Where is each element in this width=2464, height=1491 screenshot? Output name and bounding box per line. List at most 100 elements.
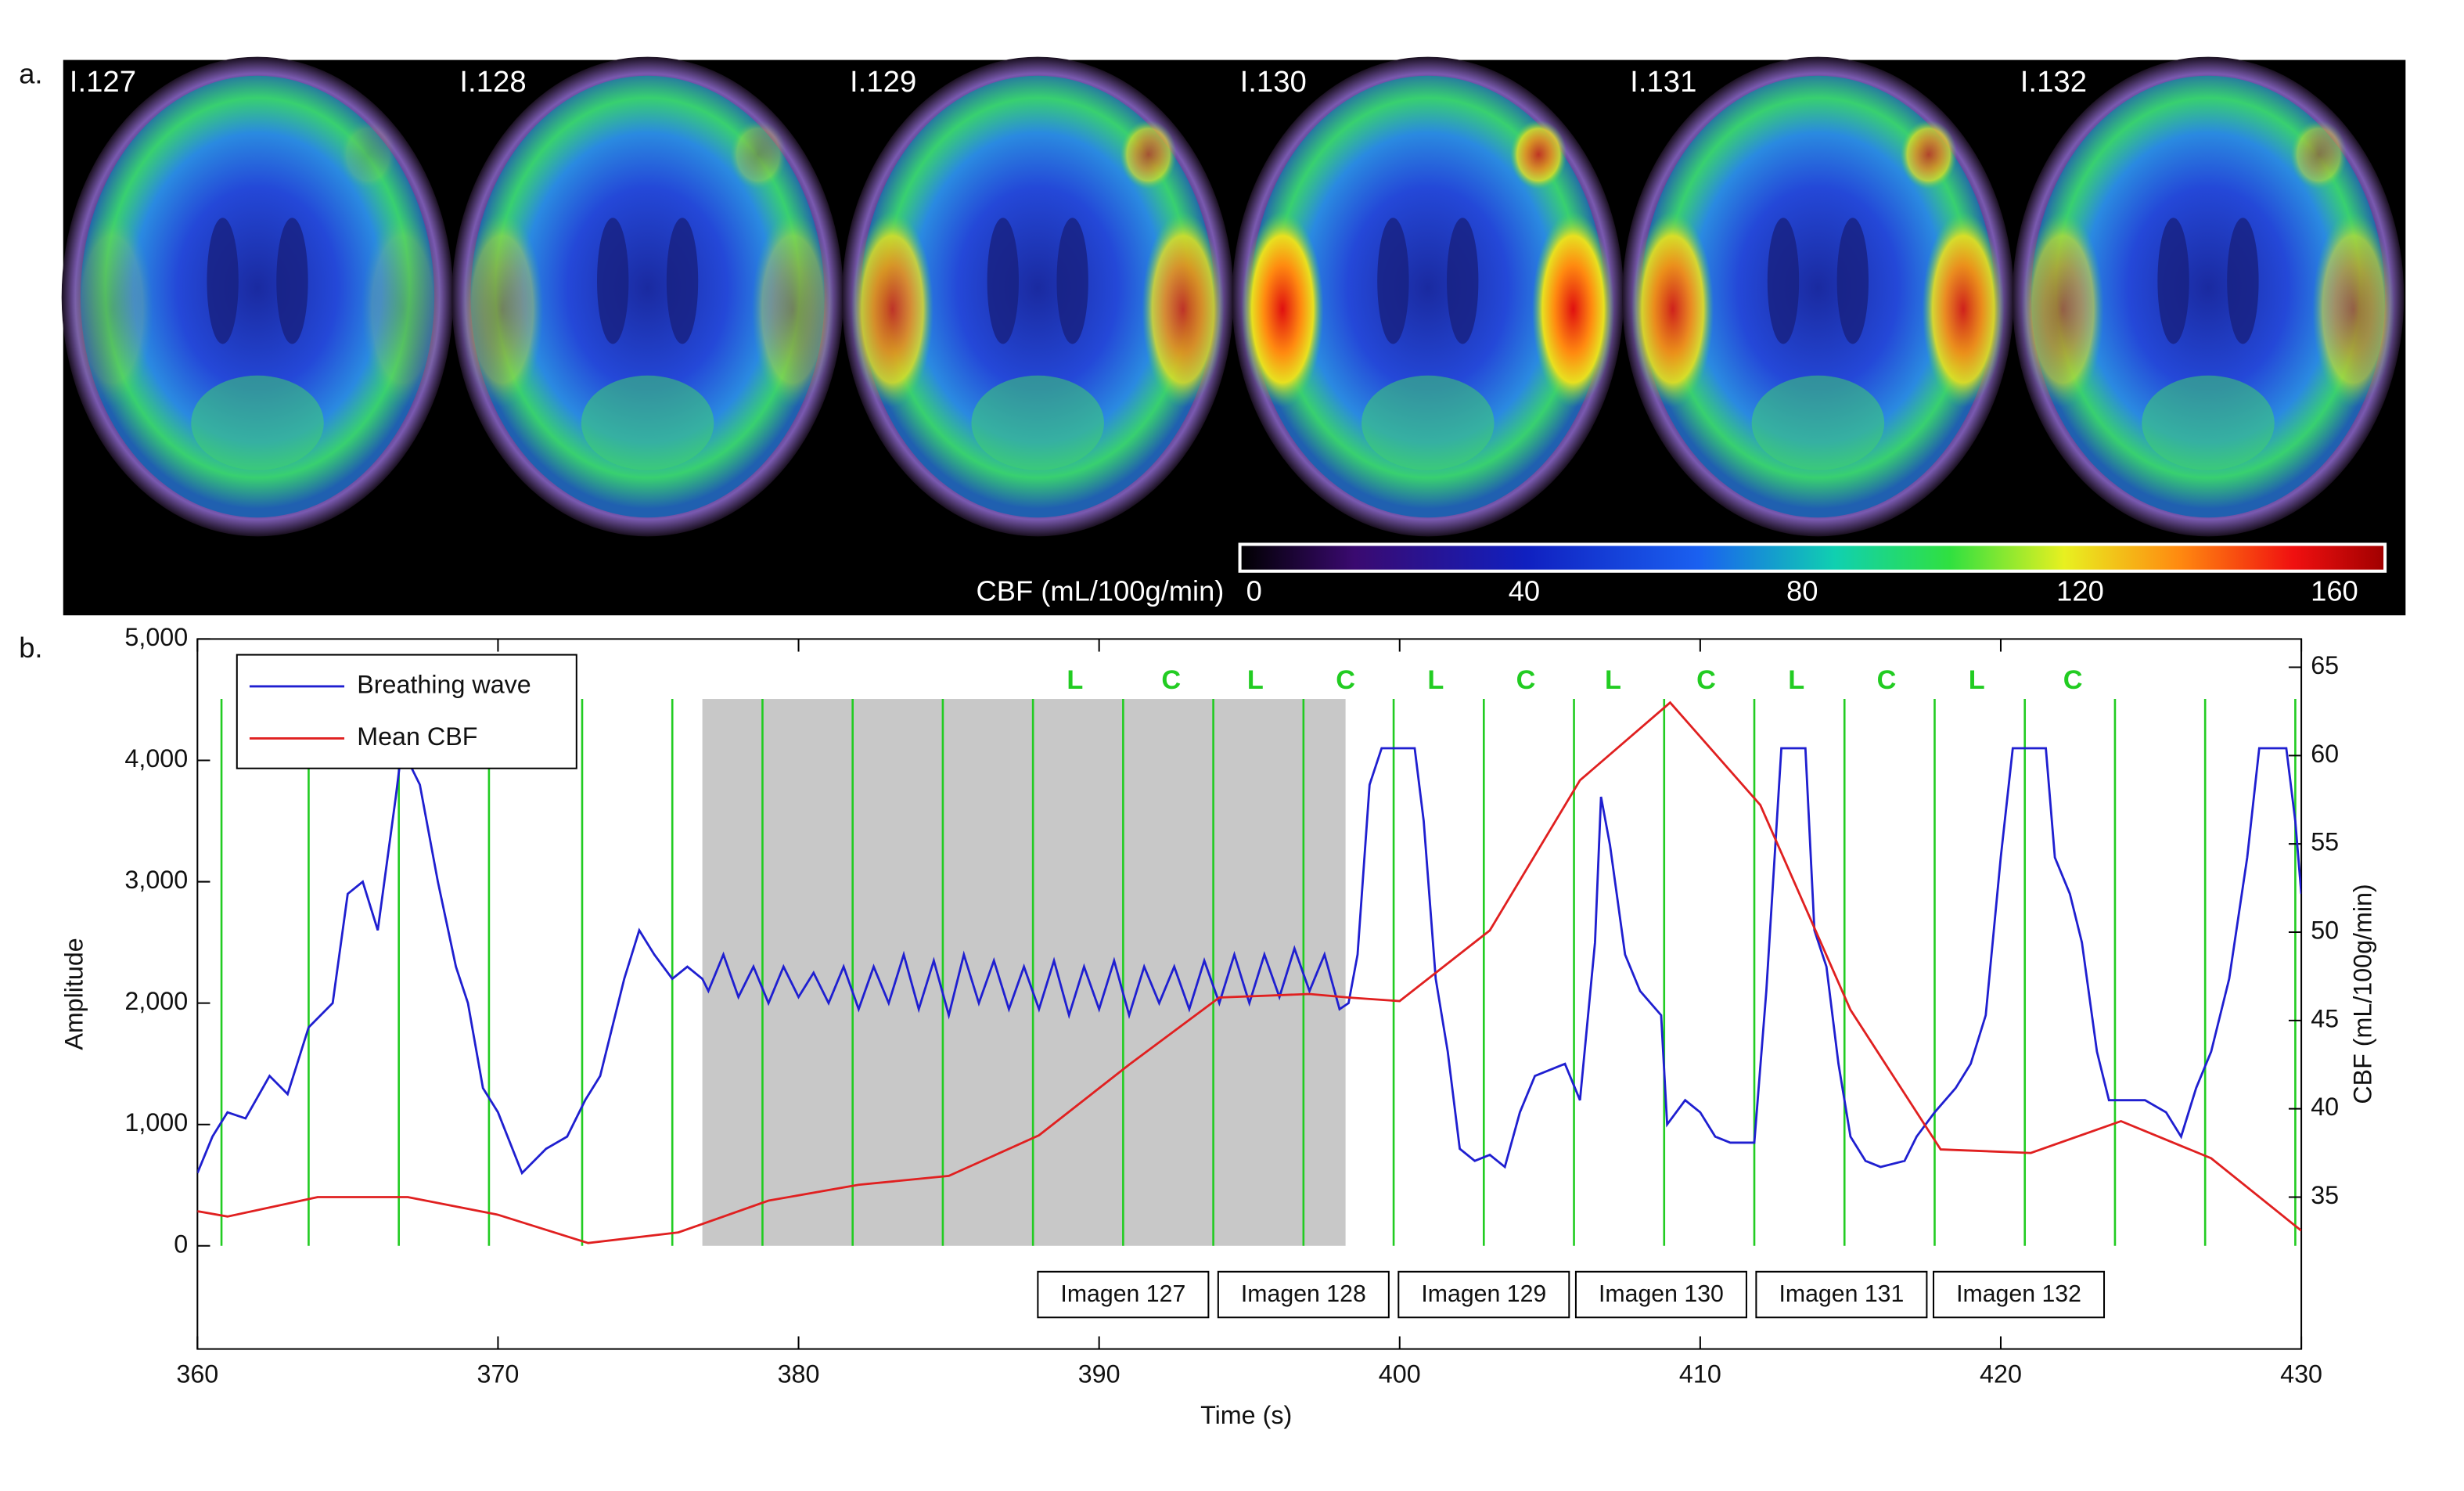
annotation: C xyxy=(1696,665,1716,695)
x-tick-label: 430 xyxy=(2280,1360,2322,1388)
hot-region xyxy=(1142,211,1225,408)
annotation: C xyxy=(1516,665,1536,695)
annotation: L xyxy=(1969,665,1985,695)
y-tick-label: 4,000 xyxy=(124,744,188,773)
x-tick-label: 390 xyxy=(1078,1360,1120,1388)
ventricle xyxy=(987,218,1019,344)
hot-region xyxy=(339,120,397,189)
occipital xyxy=(191,375,324,470)
y2-tick-label: 35 xyxy=(2311,1181,2339,1209)
hot-region xyxy=(1900,120,1958,189)
annotation: L xyxy=(1788,665,1804,695)
colorbar-tick-label: 120 xyxy=(2056,575,2104,607)
y-tick-label: 0 xyxy=(174,1230,188,1258)
colorbar xyxy=(1238,542,2387,573)
ventricle xyxy=(666,218,699,344)
y-tick-label: 1,000 xyxy=(124,1108,188,1136)
cortex xyxy=(1641,75,1995,518)
series-line xyxy=(197,744,2302,1176)
hot-region xyxy=(751,211,834,408)
annotation: C xyxy=(1877,665,1897,695)
annotation: L xyxy=(1067,665,1083,695)
slice-label: I.129 xyxy=(850,65,916,99)
brain-slice xyxy=(841,56,1234,537)
ventricle xyxy=(1056,218,1088,344)
annotation: C xyxy=(1161,665,1181,695)
x-tick-label: 400 xyxy=(1379,1360,1421,1388)
annotation: L xyxy=(1605,665,1621,695)
occipital xyxy=(2142,375,2275,470)
y-tick-label: 3,000 xyxy=(124,866,188,894)
ventricle xyxy=(2157,218,2189,344)
y2-tick-label: 40 xyxy=(2311,1093,2339,1121)
series-line xyxy=(197,700,2302,1244)
occipital xyxy=(581,375,714,470)
legend-label: Breathing wave xyxy=(357,670,531,698)
hot-region xyxy=(1120,120,1177,189)
y2-tick-label: 60 xyxy=(2311,740,2339,768)
image-label-box xyxy=(1755,1270,1928,1319)
slice-label: I.128 xyxy=(459,65,526,99)
cortex xyxy=(2031,75,2386,518)
ventricle xyxy=(1377,218,1409,344)
image-label: Imagen 130 xyxy=(1599,1281,1724,1307)
annotation: C xyxy=(2063,665,2083,695)
image-label: Imagen 129 xyxy=(1421,1281,1546,1307)
annotation: C xyxy=(1336,665,1355,695)
image-label: Imagen 131 xyxy=(1779,1281,1904,1307)
occipital xyxy=(1751,375,1885,470)
image-label: Imagen 128 xyxy=(1241,1281,1366,1307)
image-label: Imagen 127 xyxy=(1060,1281,1185,1307)
slice-label: I.127 xyxy=(70,65,136,99)
hot-region xyxy=(1922,211,2005,408)
panel-label: a. xyxy=(19,57,42,89)
x-tick-label: 360 xyxy=(176,1360,218,1388)
hot-region xyxy=(1241,211,1324,408)
cortex xyxy=(861,75,1215,518)
y2-tick-label: 55 xyxy=(2311,828,2339,856)
brain-slice xyxy=(1232,56,1624,537)
ventricle xyxy=(207,218,239,344)
occipital xyxy=(1361,375,1495,470)
ventricle xyxy=(1447,218,1479,344)
image-label-box xyxy=(1397,1270,1570,1319)
slice-label: I.130 xyxy=(1240,65,1307,99)
ventricle xyxy=(1767,218,1800,344)
cortex xyxy=(1250,75,1605,518)
hot-region xyxy=(729,120,787,189)
brain-slice xyxy=(61,56,454,537)
y2-axis-label: CBF (mL/100g/min) xyxy=(2348,884,2376,1104)
image-label: Imagen 132 xyxy=(1956,1281,2081,1307)
hot-region xyxy=(2021,211,2104,408)
legend-label: Mean CBF xyxy=(357,722,477,751)
y2-tick-label: 65 xyxy=(2311,651,2339,679)
ventricle xyxy=(276,218,308,344)
hot-region xyxy=(1532,211,1614,408)
hot-region xyxy=(362,211,444,408)
image-label-box xyxy=(1037,1270,1210,1319)
annotation: L xyxy=(1427,665,1444,695)
hot-region xyxy=(70,211,153,408)
hot-region xyxy=(1509,120,1567,189)
y-axis-label: Amplitude xyxy=(59,938,88,1050)
image-label-box xyxy=(1933,1270,2106,1319)
cortex xyxy=(470,75,825,518)
brain-slice xyxy=(451,56,844,537)
slice-label: I.131 xyxy=(1630,65,1696,99)
panel-label: b. xyxy=(19,632,42,664)
colorbar-label: CBF (mL/100g/min) xyxy=(977,575,1225,607)
x-axis-label: Time (s) xyxy=(1200,1401,1292,1429)
shaded-span xyxy=(702,699,1346,1246)
cortex xyxy=(80,75,435,518)
hot-region xyxy=(2290,120,2347,189)
x-tick-label: 380 xyxy=(778,1360,820,1388)
x-tick-label: 370 xyxy=(477,1360,519,1388)
y2-tick-label: 50 xyxy=(2311,917,2339,945)
brain-slice xyxy=(2012,56,2405,537)
image-label-box xyxy=(1574,1270,1747,1319)
slice-label: I.132 xyxy=(2020,65,2087,99)
colorbar-tick-label: 160 xyxy=(2311,575,2358,607)
y2-tick-label: 45 xyxy=(2311,1004,2339,1032)
hot-region xyxy=(2312,211,2395,408)
